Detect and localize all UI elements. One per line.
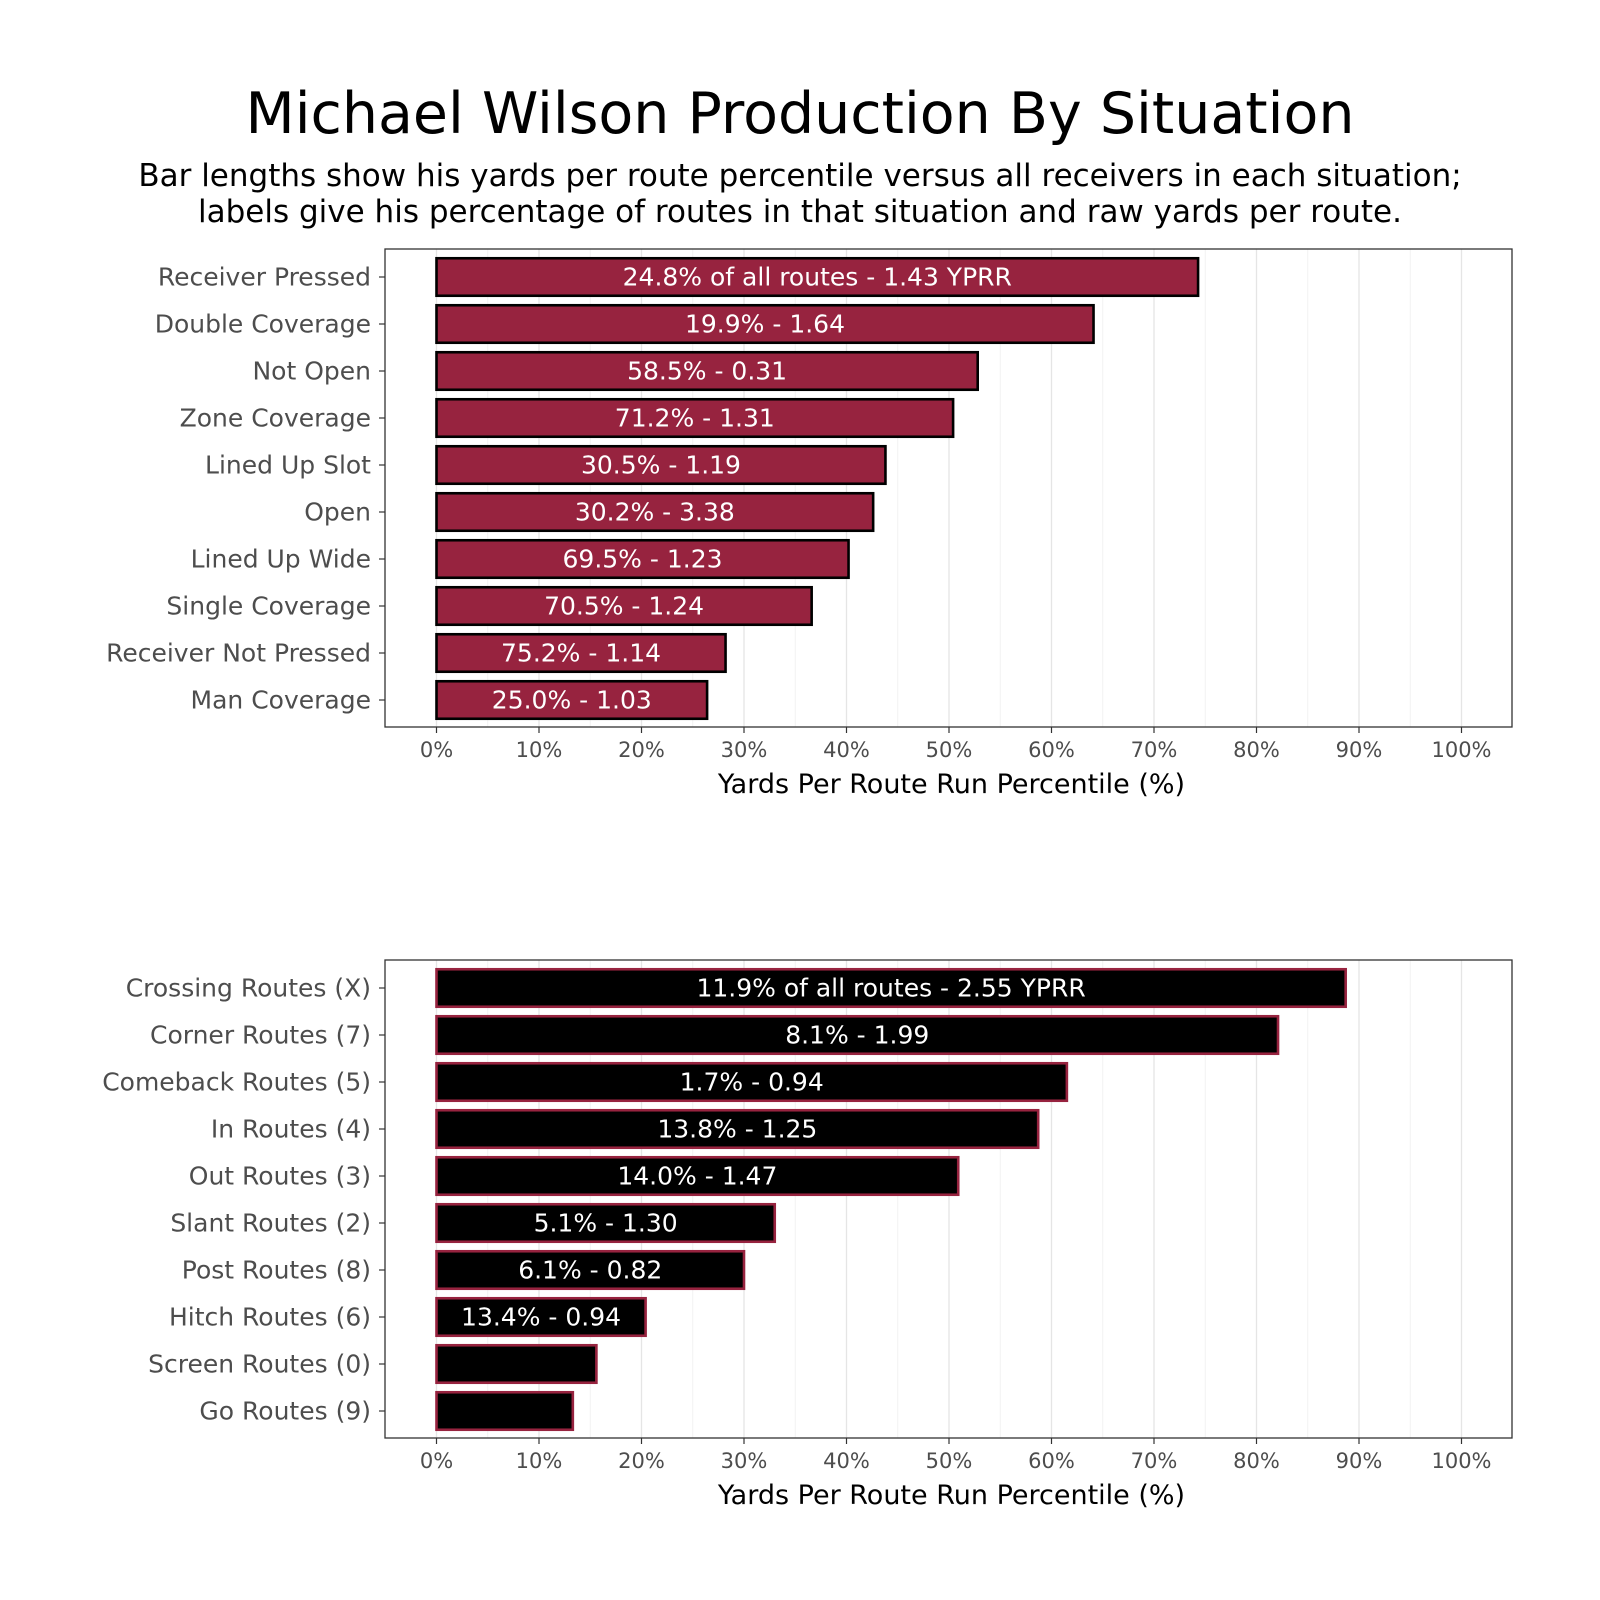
bar bbox=[435, 1296, 647, 1338]
category-label: Zone Coverage bbox=[180, 404, 371, 433]
bar bbox=[435, 1061, 1069, 1103]
chart-title: Michael Wilson Production By Situation bbox=[245, 81, 1355, 147]
bar-label: 24.8% of all routes - 1.43 YPRR bbox=[623, 263, 1012, 292]
x-tick-label: 60% bbox=[1028, 738, 1075, 762]
bar-label: 6.1% - 0.82 bbox=[518, 1256, 662, 1285]
bar bbox=[435, 1343, 598, 1385]
category-label: Not Open bbox=[252, 357, 371, 386]
bar-label: 13.4% - 0.94 bbox=[461, 1303, 621, 1332]
bar bbox=[435, 491, 875, 533]
x-tick-label: 100% bbox=[1431, 738, 1491, 762]
chart-panel-1: 24.8% of all routes - 1.43 YPRR Receiver … bbox=[106, 248, 1513, 800]
category-label: Double Coverage bbox=[155, 310, 371, 339]
bar bbox=[435, 967, 1347, 1009]
chart-subtitle-line-2: labels give his percentage of routes in … bbox=[198, 194, 1402, 230]
bar bbox=[435, 1155, 960, 1197]
x-tick-label: 40% bbox=[823, 1449, 870, 1473]
x-tick-label: 0% bbox=[420, 1449, 453, 1473]
category-label: Lined Up Slot bbox=[205, 451, 371, 480]
x-axis-title: Yards Per Route Run Percentile (%) bbox=[717, 769, 1185, 800]
category-label: Man Coverage bbox=[191, 686, 371, 715]
category-label: Post Routes (8) bbox=[182, 1256, 371, 1285]
x-tick-label: 20% bbox=[618, 738, 665, 762]
category-label: Go Routes (9) bbox=[199, 1397, 371, 1426]
x-tick-label: 30% bbox=[721, 1449, 768, 1473]
category-label: Lined Up Wide bbox=[191, 545, 371, 574]
x-tick-label: 80% bbox=[1233, 738, 1280, 762]
category-label: Receiver Not Pressed bbox=[106, 639, 371, 668]
category-label: Hitch Routes (6) bbox=[169, 1303, 371, 1332]
bar bbox=[435, 679, 709, 721]
x-tick-label: 90% bbox=[1336, 738, 1383, 762]
bar bbox=[435, 350, 980, 392]
bar-label: 14.0% - 1.47 bbox=[617, 1162, 777, 1191]
category-label: Open bbox=[304, 498, 371, 527]
category-label: Single Coverage bbox=[166, 592, 371, 621]
category-label: Crossing Routes (X) bbox=[126, 974, 371, 1003]
bar-label: 71.2% - 1.31 bbox=[615, 404, 775, 433]
x-tick-label: 0% bbox=[420, 738, 453, 762]
bar-label: 69.5% - 1.23 bbox=[563, 545, 723, 574]
chart-panel-2: 11.9% of all routes - 2.55 YPRR Crossing … bbox=[102, 959, 1513, 1511]
bar bbox=[435, 1202, 777, 1244]
bar-label: 30.5% - 1.19 bbox=[581, 451, 741, 480]
bar bbox=[435, 397, 955, 439]
bar bbox=[435, 256, 1200, 298]
category-label: Slant Routes (2) bbox=[170, 1209, 371, 1238]
x-tick-label: 40% bbox=[823, 738, 870, 762]
x-tick-label: 20% bbox=[618, 1449, 665, 1473]
bar bbox=[435, 444, 887, 486]
bar-label: 30.2% - 3.38 bbox=[575, 498, 735, 527]
bar bbox=[435, 1249, 746, 1291]
bar-label: 25.0% - 1.03 bbox=[492, 686, 652, 715]
bar bbox=[435, 585, 813, 627]
bar-label: 75.2% - 1.14 bbox=[501, 639, 661, 668]
category-label: Screen Routes (0) bbox=[148, 1350, 371, 1379]
bar-label: 70.5% - 1.24 bbox=[544, 592, 704, 621]
x-tick-label: 90% bbox=[1336, 1449, 1383, 1473]
bar-label: 8.1% - 1.99 bbox=[785, 1021, 929, 1050]
bar-label: 19.9% - 1.64 bbox=[685, 310, 845, 339]
bar-label: 58.5% - 0.31 bbox=[627, 357, 787, 386]
x-tick-label: 100% bbox=[1431, 1449, 1491, 1473]
bar bbox=[435, 1390, 575, 1432]
category-label: Comeback Routes (5) bbox=[102, 1068, 371, 1097]
x-tick-label: 70% bbox=[1131, 738, 1178, 762]
bar-label: 13.8% - 1.25 bbox=[657, 1115, 817, 1144]
category-label: In Routes (4) bbox=[211, 1115, 371, 1144]
x-tick-label: 10% bbox=[516, 1449, 563, 1473]
x-tick-label: 60% bbox=[1028, 1449, 1075, 1473]
bar bbox=[435, 1108, 1040, 1150]
category-label: Receiver Pressed bbox=[158, 263, 371, 292]
bar bbox=[435, 538, 850, 580]
x-tick-label: 50% bbox=[926, 1449, 973, 1473]
x-axis-title: Yards Per Route Run Percentile (%) bbox=[717, 1480, 1185, 1511]
bar bbox=[435, 303, 1095, 345]
category-label: Out Routes (3) bbox=[189, 1162, 371, 1191]
x-tick-label: 50% bbox=[926, 738, 973, 762]
x-tick-label: 70% bbox=[1131, 1449, 1178, 1473]
bar-label: 1.7% - 0.94 bbox=[680, 1068, 824, 1097]
x-tick-label: 80% bbox=[1233, 1449, 1280, 1473]
category-label: Corner Routes (7) bbox=[150, 1021, 371, 1050]
bar-label: 11.9% of all routes - 2.55 YPRR bbox=[696, 974, 1085, 1003]
bar bbox=[435, 1014, 1280, 1056]
bar bbox=[435, 632, 727, 674]
bar-label: 5.1% - 1.30 bbox=[534, 1209, 678, 1238]
chart-subtitle-line-1: Bar lengths show his yards per route per… bbox=[138, 158, 1462, 194]
x-tick-label: 10% bbox=[516, 738, 563, 762]
x-tick-label: 30% bbox=[721, 738, 768, 762]
